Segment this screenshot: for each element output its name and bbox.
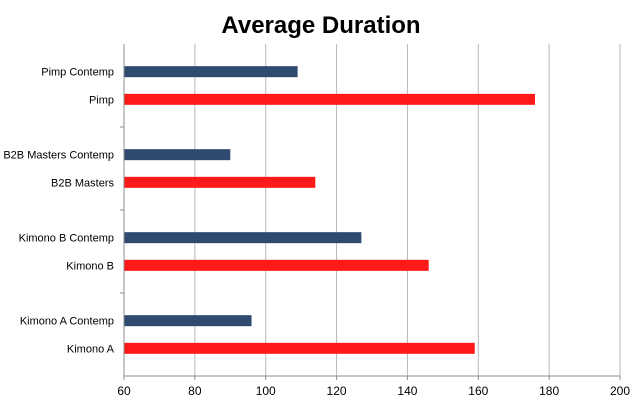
bar-pimp [124,93,535,105]
category-label: Kimono A Contemp [20,316,114,328]
bars [124,66,535,354]
category-label: B2B Masters Contemp [3,150,114,162]
x-tick-label: 80 [188,384,202,398]
bar-pimp-contemp [124,66,298,78]
x-tick-label: 120 [327,384,347,398]
bar-kimono-b-contemp [124,232,362,244]
x-tick-label: 60 [117,384,131,398]
x-tick-label: 140 [397,384,417,398]
chart-title: Average Duration [221,12,420,39]
bar-kimono-b [124,259,429,271]
x-tick-label: 100 [256,384,276,398]
x-tick-label: 160 [468,384,488,398]
bar-b2b-masters [124,176,316,188]
category-label: Kimono B [66,260,114,272]
bar-kimono-a [124,342,475,354]
category-label: Pimp Contemp [41,67,114,79]
category-label: Kimono A [67,343,115,355]
category-label: Pimp [89,94,114,106]
x-tick-label: 180 [539,384,559,398]
category-label: B2B Masters [51,177,114,189]
bar-b2b-masters-contemp [124,149,231,161]
grid [120,44,621,376]
x-axis-ticks: 60 80 100 120 140 160 180 200 [117,376,630,398]
category-label: Kimono B Contemp [19,233,114,245]
bar-kimono-a-contemp [124,315,252,327]
category-labels: Pimp Contemp Pimp B2B Masters Contemp B2B M… [3,67,114,356]
x-tick-label: 200 [610,384,630,398]
